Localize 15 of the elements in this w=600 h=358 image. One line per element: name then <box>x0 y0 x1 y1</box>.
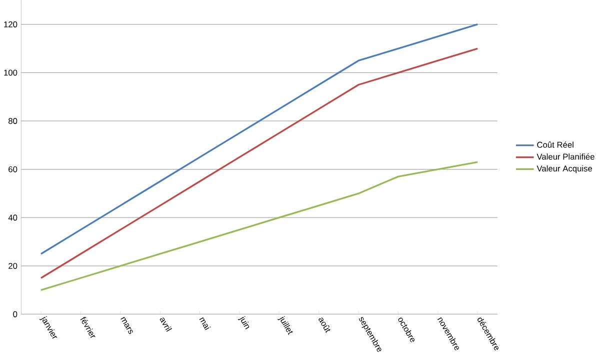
legend-label: Valeur Planifiée <box>536 153 594 160</box>
y-tick-label: 0 <box>13 311 18 317</box>
line-series <box>40 161 478 291</box>
legend-label: Valeur Acquise <box>536 165 592 173</box>
legend-label: Coût Réel <box>537 141 574 148</box>
x-tick-label: juin <box>238 316 250 330</box>
y-tick-label: 80 <box>8 118 18 124</box>
y-tick-label: 100 <box>4 70 18 76</box>
y-tick-label: 40 <box>8 214 18 220</box>
y-tick-label: 20 <box>8 262 18 269</box>
line-series <box>40 23 478 254</box>
x-tick-label: mai <box>199 317 211 330</box>
y-tick-label: 120 <box>4 21 18 28</box>
line-series <box>40 47 478 279</box>
y-tick-label: 60 <box>8 166 18 172</box>
